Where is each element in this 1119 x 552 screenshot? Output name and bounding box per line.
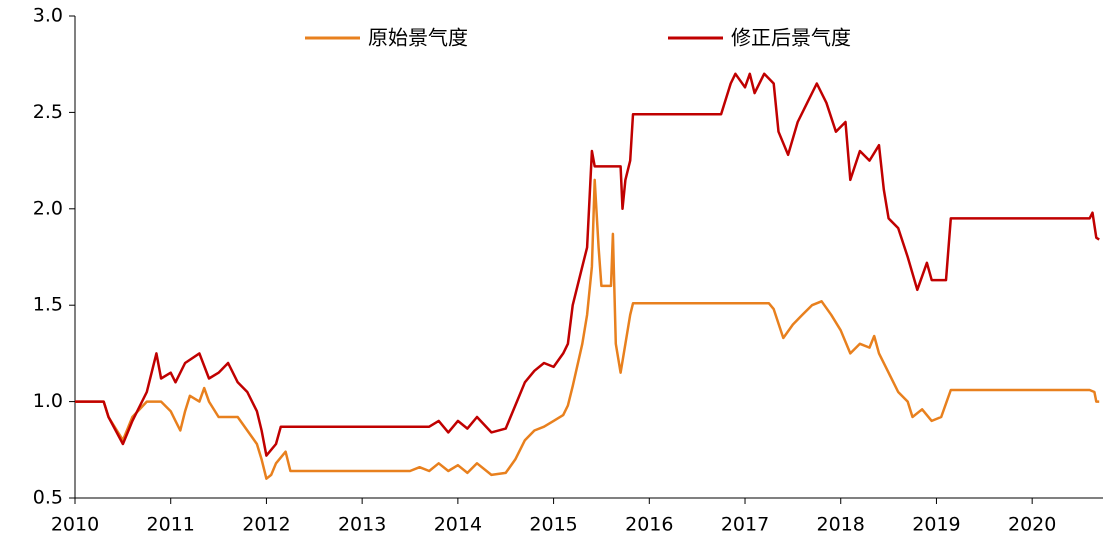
x-tick-label: 2016 bbox=[625, 514, 673, 536]
y-tick-label: 1.0 bbox=[33, 390, 63, 412]
series-line bbox=[75, 178, 1100, 480]
series-line bbox=[75, 72, 1100, 457]
y-tick-label: 3.0 bbox=[33, 5, 63, 27]
x-tick-label: 2011 bbox=[147, 514, 195, 536]
x-tick-label: 2013 bbox=[338, 514, 386, 536]
x-tick-label: 2018 bbox=[817, 514, 865, 536]
y-tick-label: 1.5 bbox=[33, 294, 63, 316]
legend-label: 修正后景气度 bbox=[731, 26, 851, 50]
legend-label: 原始景气度 bbox=[368, 26, 468, 50]
x-tick-label: 2020 bbox=[1008, 514, 1056, 536]
y-tick-label: 0.5 bbox=[33, 487, 63, 509]
y-tick-label: 2.5 bbox=[33, 101, 63, 123]
y-tick-label: 2.0 bbox=[33, 197, 63, 219]
x-tick-label: 2017 bbox=[721, 514, 769, 536]
x-tick-label: 2010 bbox=[51, 514, 99, 536]
x-tick-label: 2015 bbox=[529, 514, 577, 536]
x-tick-label: 2014 bbox=[434, 514, 482, 536]
x-tick-label: 2012 bbox=[242, 514, 290, 536]
x-tick-label: 2019 bbox=[912, 514, 960, 536]
